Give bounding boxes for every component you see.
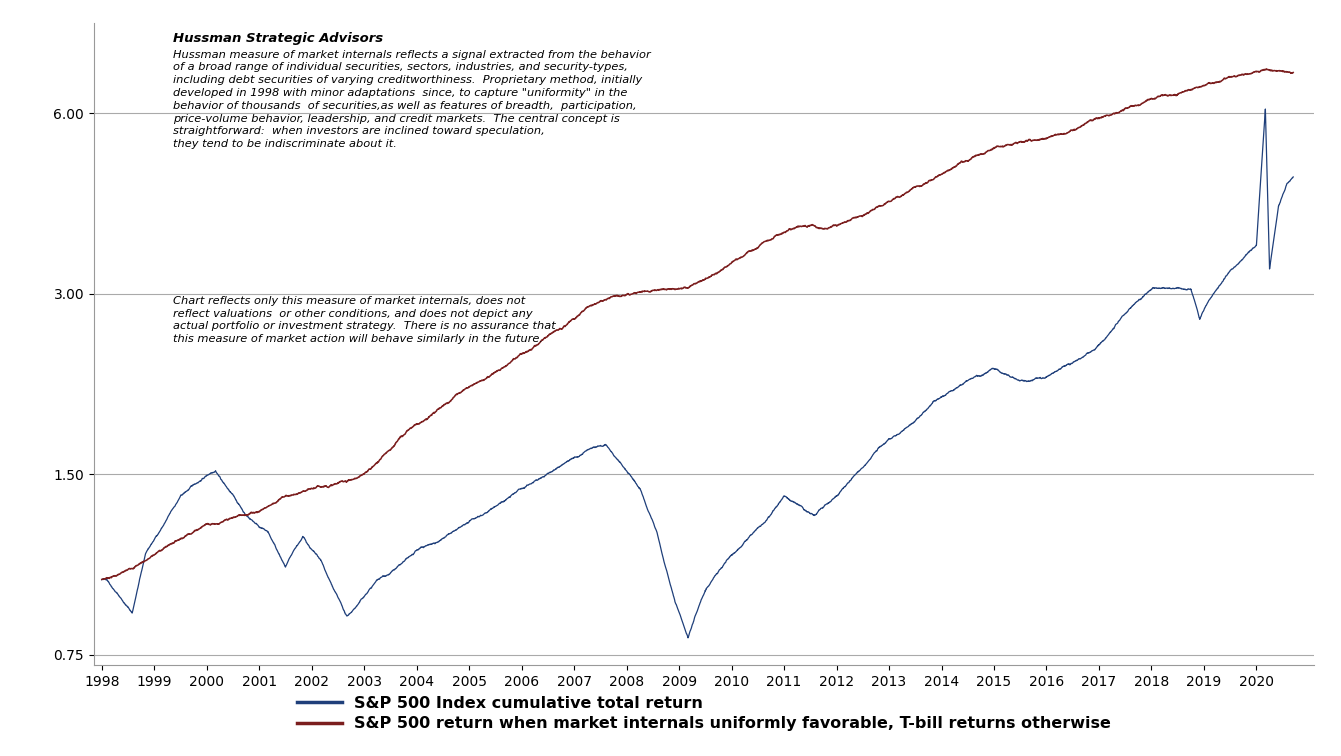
Text: Hussman measure of market internals reflects a signal extracted from the behavio: Hussman measure of market internals refl… <box>173 50 650 149</box>
Legend: S&P 500 Index cumulative total return, S&P 500 return when market internals unif: S&P 500 Index cumulative total return, S… <box>296 696 1112 731</box>
Text: Hussman Strategic Advisors: Hussman Strategic Advisors <box>173 33 384 45</box>
Text: Chart reflects only this measure of market internals, does not
reflect valuation: Chart reflects only this measure of mark… <box>173 296 557 344</box>
